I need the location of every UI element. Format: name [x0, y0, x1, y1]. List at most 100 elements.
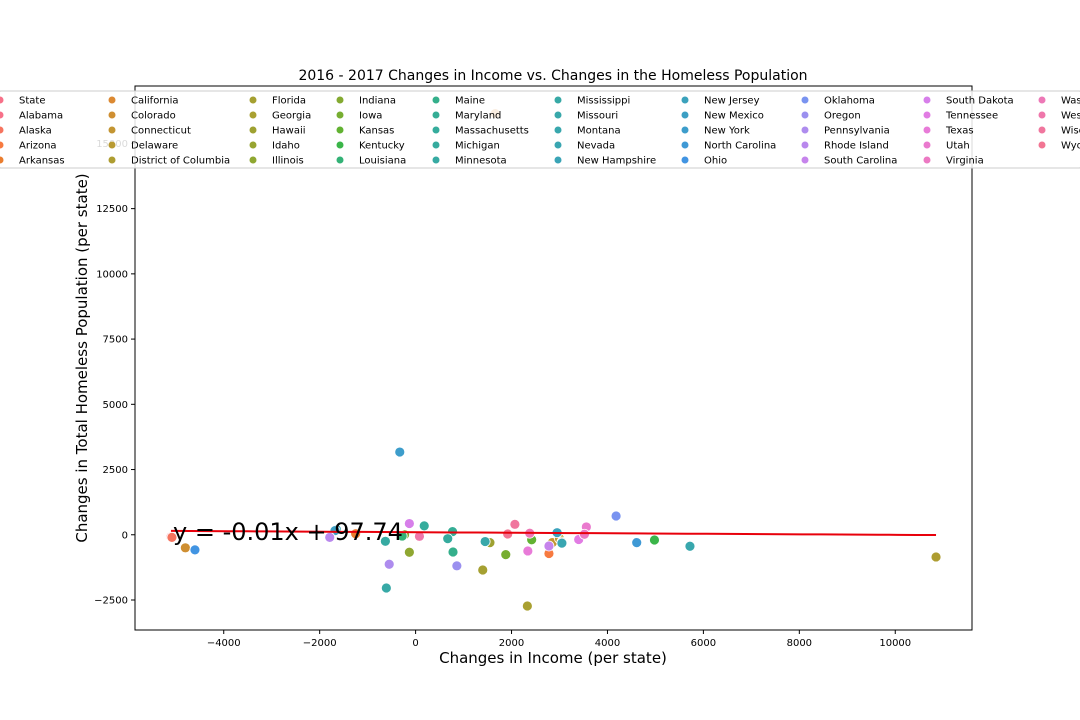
legend-marker [249, 126, 257, 134]
legend-marker [923, 156, 931, 164]
data-point [610, 510, 622, 522]
data-point [396, 530, 408, 542]
legend-marker [336, 126, 344, 134]
legend-label: Connecticut [131, 126, 191, 137]
legend-marker [681, 126, 689, 134]
y-tick-label: 5000 [103, 400, 128, 411]
y-tick-label: 10000 [96, 269, 128, 280]
y-axis-label: Changes in Total Homeless Population (pe… [73, 173, 91, 542]
x-tick-label: −4000 [207, 638, 241, 649]
legend-marker [681, 111, 689, 119]
legend-label: Michigan [455, 141, 500, 152]
legend-label: Virginia [946, 156, 984, 167]
x-tick-label: 4000 [595, 638, 620, 649]
data-point [930, 551, 942, 563]
legend-label: District of Columbia [131, 156, 230, 167]
legend-marker [336, 111, 344, 119]
legend-label: West V [1061, 111, 1080, 122]
legend-marker [801, 126, 809, 134]
legend: State Alabama Alaska Arizona Arkansas Califor… [0, 90, 1080, 169]
legend-marker [0, 141, 4, 149]
legend-marker [249, 96, 257, 104]
data-point [403, 518, 415, 529]
legend-marker [1038, 96, 1046, 104]
regression-equation: y = -0.01x + 97.74 [173, 518, 403, 546]
legend-label: Iowa [359, 111, 382, 122]
data-point [477, 564, 489, 576]
legend-label: New York [704, 126, 750, 137]
legend-label: Alaska [19, 126, 52, 137]
legend-label: Montana [577, 126, 621, 137]
legend-label: Tennessee [945, 111, 998, 122]
legend-label: Oregon [824, 111, 861, 122]
data-point [451, 560, 463, 572]
data-point [380, 582, 392, 594]
legend-marker [801, 156, 809, 164]
legend-marker [1038, 141, 1046, 149]
data-point [166, 531, 178, 543]
legend-marker [0, 126, 4, 134]
legend-label: Minnesota [455, 156, 507, 167]
x-tick-label: 8000 [787, 638, 812, 649]
legend-label: North Carolina [704, 141, 776, 152]
legend-box [0, 90, 1080, 169]
legend-marker [432, 156, 440, 164]
legend-label: Hawaii [272, 126, 306, 137]
legend-label: Arizona [19, 141, 57, 152]
legend-marker [432, 111, 440, 119]
legend-label: New Mexico [704, 111, 764, 122]
data-point [509, 518, 521, 530]
legend-marker [1038, 111, 1046, 119]
x-axis-label: Changes in Income (per state) [439, 649, 667, 667]
legend-label: Massachusetts [455, 126, 529, 137]
legend-marker [923, 96, 931, 104]
legend-label: Delaware [131, 141, 178, 152]
legend-label: Georgia [272, 111, 311, 122]
legend-marker [801, 111, 809, 119]
legend-marker [554, 96, 562, 104]
legend-marker [554, 141, 562, 149]
legend-label: Florida [272, 96, 306, 107]
legend-label: Wisco [1061, 126, 1080, 137]
legend-marker [108, 111, 116, 119]
data-point [521, 600, 533, 612]
legend-marker [432, 96, 440, 104]
legend-marker [801, 141, 809, 149]
legend-marker [554, 111, 562, 119]
legend-label: Missouri [577, 111, 618, 122]
legend-marker [923, 111, 931, 119]
legend-label: Texas [945, 126, 974, 137]
x-tick-label: 2000 [499, 638, 524, 649]
x-axis-ticks: −4000 −2000 0 2000 4000 6000 8000 10000 [207, 630, 911, 649]
data-point [479, 536, 491, 547]
y-tick-label: 0 [122, 530, 128, 541]
legend-label: Arkansas [19, 156, 65, 167]
legend-label: Louisiana [359, 156, 406, 167]
y-tick-label: 12500 [96, 204, 128, 215]
y-tick-label: −2500 [94, 595, 128, 606]
legend-label: Colorado [131, 111, 176, 122]
data-point [522, 545, 534, 557]
legend-label: Kentucky [359, 141, 405, 152]
legend-marker [336, 96, 344, 104]
data-point [403, 546, 415, 558]
legend-label: Washi [1061, 96, 1080, 107]
x-tick-label: 10000 [879, 638, 911, 649]
legend-marker [432, 141, 440, 149]
legend-label: Nevada [577, 141, 615, 152]
legend-label: Idaho [272, 141, 300, 152]
x-tick-label: 0 [412, 638, 418, 649]
x-tick-label: 6000 [691, 638, 716, 649]
legend-marker [554, 126, 562, 134]
data-point [631, 537, 643, 548]
legend-marker [554, 156, 562, 164]
legend-label: Illinois [272, 156, 304, 167]
data-point [579, 528, 590, 540]
legend-marker [681, 156, 689, 164]
data-point [379, 535, 391, 547]
data-points [165, 108, 942, 612]
legend-marker [249, 141, 257, 149]
y-axis-ticks: −25000250050007500100001250015000 [94, 139, 135, 606]
data-point [394, 446, 406, 458]
